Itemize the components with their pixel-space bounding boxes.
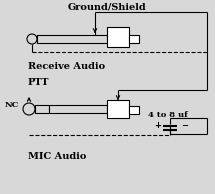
Text: +: + — [155, 121, 161, 131]
Bar — [107, 27, 129, 47]
Text: Receive Audio: Receive Audio — [28, 62, 105, 71]
Text: Ground/Shield: Ground/Shield — [68, 3, 146, 12]
Bar — [107, 100, 129, 118]
Circle shape — [23, 103, 35, 115]
Text: MIC Audio: MIC Audio — [28, 152, 86, 161]
Text: −: − — [181, 121, 189, 131]
Bar — [37, 35, 107, 43]
Bar — [129, 106, 139, 114]
Circle shape — [27, 34, 37, 44]
Text: PTT: PTT — [28, 78, 49, 87]
Bar — [35, 105, 49, 113]
Bar — [49, 105, 107, 113]
Text: 4 to 8 uf: 4 to 8 uf — [148, 111, 188, 119]
Text: NC: NC — [5, 101, 19, 109]
Bar — [129, 35, 139, 43]
